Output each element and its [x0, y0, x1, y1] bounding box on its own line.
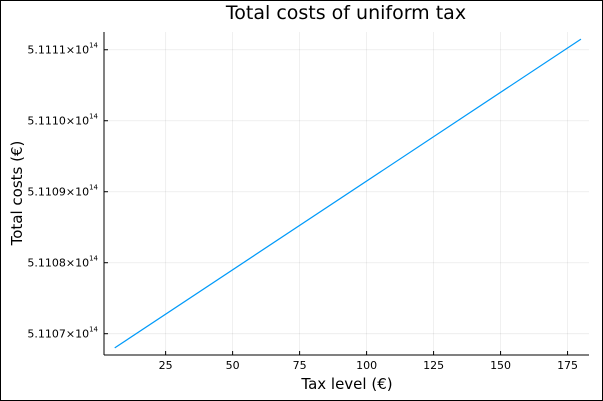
y-tick-label: 5.1109×1014: [27, 184, 98, 199]
x-tick-label: 100: [356, 359, 377, 372]
x-tick-label: 75: [293, 359, 307, 372]
y-axis-ticks: 5.1107×1014 5.1108×1014 5.1109×1014 5.1110×…: [27, 42, 108, 341]
x-axis-ticks: 25 50 75 100 125 150 175: [159, 351, 578, 372]
y-tick-label: 5.1107×1014: [27, 326, 98, 341]
y-axis-title: Total costs (€): [8, 141, 26, 247]
series-line: [114, 38, 582, 349]
x-tick-label: 150: [490, 359, 511, 372]
x-axis-title: Tax level (€): [300, 375, 392, 393]
chart-title: Total costs of uniform tax: [225, 2, 466, 24]
y-tick-label: 5.1110×1014: [27, 113, 98, 128]
x-tick-label: 175: [557, 359, 578, 372]
y-tick-label: 5.1111×1014: [27, 42, 98, 57]
series-layer: [114, 38, 582, 349]
y-tick-label: 5.1108×1014: [27, 255, 98, 270]
x-tick-label: 25: [159, 359, 173, 372]
y-grid: [104, 49, 589, 335]
x-grid: [165, 32, 568, 355]
x-tick-label: 50: [226, 359, 240, 372]
x-tick-label: 125: [423, 359, 444, 372]
